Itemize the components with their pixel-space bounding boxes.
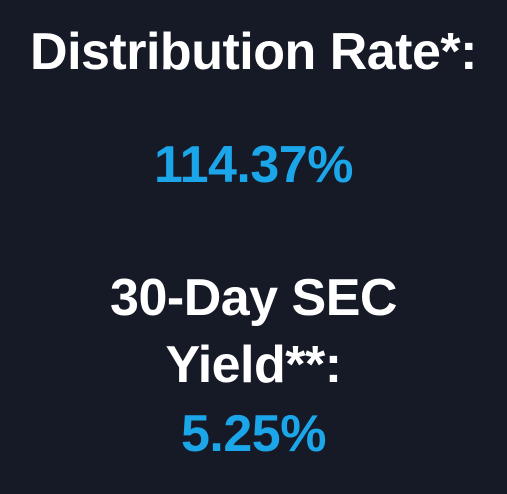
sec-yield-label-line2: Yield**: xyxy=(165,336,342,394)
sec-yield-label-line1: 30-Day SEC xyxy=(110,269,397,327)
sec-yield-value: 5.25% xyxy=(181,405,326,463)
distribution-rate-label: Distribution Rate*: xyxy=(30,23,477,81)
distribution-rate-value: 114.37% xyxy=(154,136,353,194)
